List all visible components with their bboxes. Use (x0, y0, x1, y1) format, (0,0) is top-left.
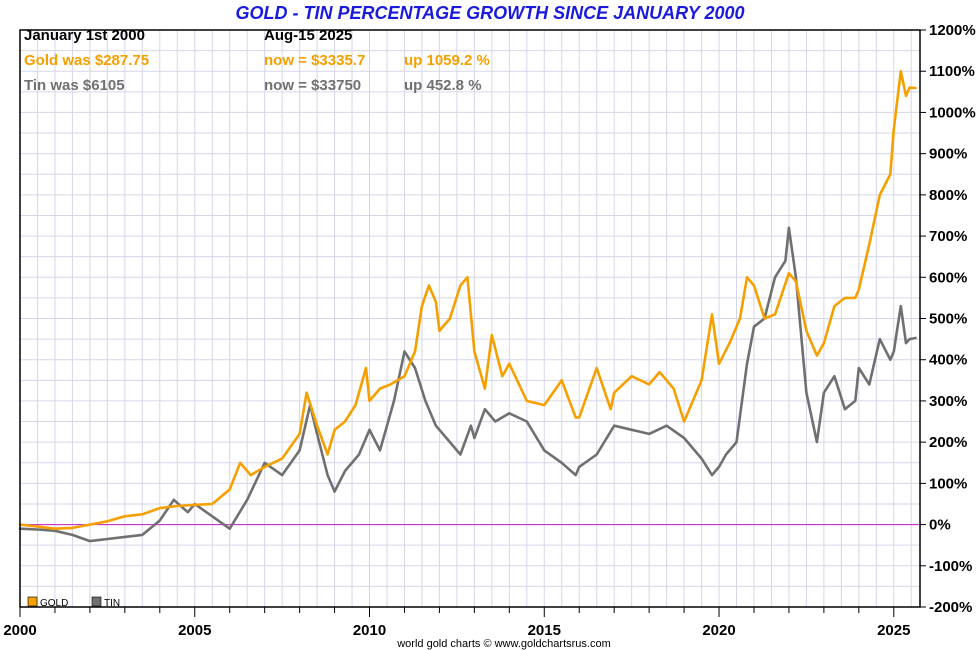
y-tick-label: 600% (929, 269, 967, 286)
x-tick-label: 2025 (877, 622, 910, 639)
gold-was-label: Gold was $287.75 (24, 52, 149, 69)
x-tick-label: 2005 (178, 622, 211, 639)
series-line-gold (18, 69, 917, 531)
tin-now-label: now = $33750 (264, 77, 361, 94)
y-axis-ticks: -200% -100% 0% 100% 200% 300% 400% 500% 600% 700%… (920, 22, 976, 616)
tin-up-label: up 452.8 % (404, 77, 482, 94)
y-tick-label: 700% (929, 228, 967, 245)
x-tick-label: 2020 (702, 622, 735, 639)
x-tick-label: 2000 (3, 622, 36, 639)
y-tick-label: 0% (929, 517, 951, 534)
y-tick-label: 500% (929, 311, 967, 328)
y-tick-label: 1000% (929, 104, 976, 121)
start-date-label: January 1st 2000 (24, 27, 145, 44)
x-tick-label: 2010 (353, 622, 386, 639)
legend-gold-swatch (27, 596, 38, 607)
legend-tin-swatch (91, 596, 102, 607)
tin-was-label: Tin was $6105 (24, 77, 125, 94)
end-date-label: Aug-15 2025 (264, 27, 352, 44)
y-tick-label: 1100% (929, 63, 975, 80)
legend: GOLD TIN (27, 596, 120, 609)
gold-up-label: up 1059.2 % (404, 52, 490, 69)
y-tick-label: 200% (929, 434, 967, 451)
y-tick-label: 400% (929, 352, 967, 369)
grid-lines (20, 30, 920, 607)
gold-now-label: now = $3335.7 (264, 52, 365, 69)
y-tick-label: 1200% (929, 22, 976, 39)
legend-gold-label: GOLD (40, 598, 68, 609)
chart-title: GOLD - TIN PERCENTAGE GROWTH SINCE JANUA… (235, 3, 744, 23)
y-tick-label: 800% (929, 187, 967, 204)
series-line-tin (18, 226, 917, 543)
y-tick-label: 900% (929, 146, 967, 163)
y-tick-label: -200% (929, 599, 972, 616)
x-tick-label: 2015 (528, 622, 561, 639)
legend-tin-label: TIN (104, 598, 120, 609)
series-layer (18, 69, 917, 543)
y-tick-label: 300% (929, 393, 967, 410)
x-axis-ticks: 2000 2005 2010 2015 2020 2025 (3, 607, 910, 639)
y-tick-label: -100% (929, 558, 972, 575)
chart-credit: world gold charts © www.goldchartsrus.co… (396, 638, 611, 650)
y-tick-label: 100% (929, 475, 967, 492)
